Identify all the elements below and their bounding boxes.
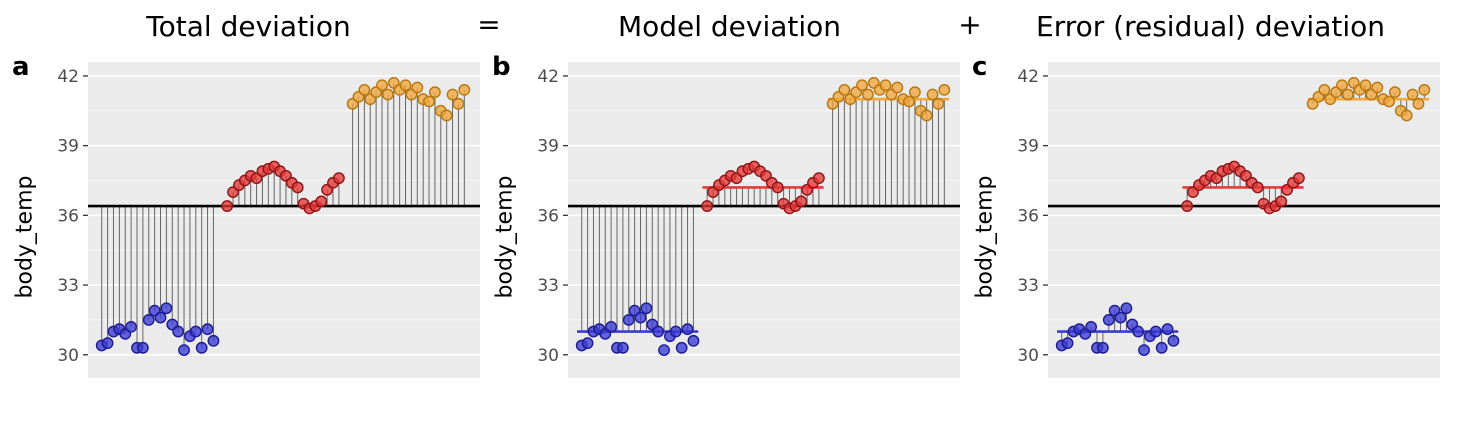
- svg-text:42: 42: [537, 67, 559, 87]
- svg-text:42: 42: [1017, 67, 1039, 87]
- plot-panel-b: 30 33 36 39 42: [537, 62, 960, 378]
- svg-text:30: 30: [537, 346, 559, 366]
- panel-label-c: c: [972, 52, 988, 82]
- svg-text:39: 39: [537, 137, 559, 157]
- title-error-deviation: Error (residual) deviation: [1036, 9, 1385, 43]
- svg-text:42: 42: [57, 67, 79, 87]
- panels-row: a body_temp 30 33 36 39 42 b body_temp 30 33 3…: [8, 48, 1451, 404]
- svg-text:36: 36: [57, 206, 79, 226]
- panel-label-a: a: [12, 52, 30, 82]
- panel-b-model-deviation: b body_temp 30 33 36 39 42: [488, 48, 968, 404]
- svg-text:33: 33: [1017, 276, 1039, 296]
- svg-text:36: 36: [537, 206, 559, 226]
- y-axis-label: body_temp: [972, 175, 998, 299]
- svg-text:30: 30: [57, 346, 79, 366]
- panel-label-b: b: [492, 52, 511, 82]
- panel-c-error-deviation: c body_temp 30 33 36 39 42: [968, 48, 1448, 404]
- plot-panel-a: 30 33 36 39 42: [57, 62, 480, 378]
- title-total-deviation: Total deviation: [146, 9, 351, 43]
- plot-panel-c: 30 33 36 39 42: [1017, 62, 1440, 378]
- panel-a-total-deviation: a body_temp 30 33 36 39 42: [8, 48, 488, 404]
- title-model-deviation: Model deviation: [617, 9, 842, 43]
- y-axis-label: body_temp: [12, 175, 38, 299]
- svg-text:39: 39: [57, 137, 79, 157]
- y-axis-label: body_temp: [492, 175, 518, 299]
- svg-text:39: 39: [1017, 137, 1039, 157]
- figure-title-row: Total deviation = Model deviation + Erro…: [8, 4, 1451, 48]
- svg-text:33: 33: [57, 276, 79, 296]
- svg-text:36: 36: [1017, 206, 1039, 226]
- svg-text:33: 33: [537, 276, 559, 296]
- deviation-decomposition-figure: Total deviation = Model deviation + Erro…: [8, 4, 1451, 404]
- svg-text:30: 30: [1017, 346, 1039, 366]
